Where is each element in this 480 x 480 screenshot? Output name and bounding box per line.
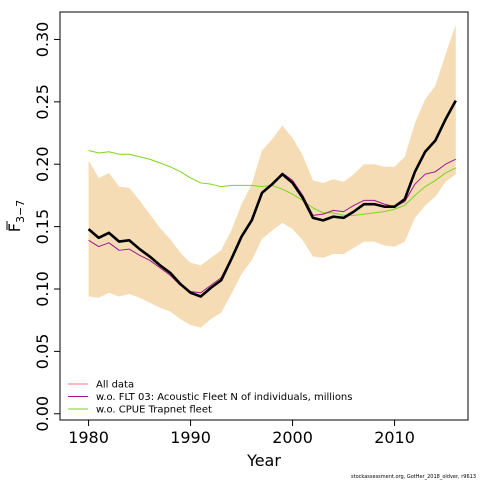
x-tick-label: 2010 (374, 428, 415, 447)
legend-label: w.o. CPUE Trapnet fleet (96, 405, 212, 416)
y-tick-label: 0.20 (33, 146, 52, 182)
legend-label: All data (96, 380, 134, 391)
credit-text: stockassessment.org, GotHer_2018_oldver,… (351, 474, 476, 480)
confidence-band (88, 24, 456, 328)
y-tick-label: 0.15 (33, 209, 52, 245)
y-tick-label: 0.10 (33, 271, 52, 307)
x-axis: 1980 1990 2000 2010 (68, 420, 415, 447)
series-line-all-data (87, 99, 457, 298)
y-tick-label: 0.00 (33, 396, 52, 432)
y-axis-label: F3−7 (5, 200, 27, 232)
y-axis: 0.00 0.05 0.10 0.15 0.20 0.25 0.30 (33, 22, 60, 432)
y-tick-label: 0.25 (33, 84, 52, 120)
series-layer (87, 99, 457, 298)
y-tick-label: 0.30 (33, 22, 52, 58)
plot-frame (59, 11, 469, 421)
x-tick-label: 1980 (68, 428, 109, 447)
y-axis-label-text: F3−7 (5, 200, 27, 232)
y-tick-label: 0.05 (33, 334, 52, 370)
y-axis-label-main: F (5, 223, 24, 232)
y-axis-label-sub: 3−7 (14, 200, 27, 223)
x-tick-label: 1990 (170, 428, 211, 447)
confidence-band-layer (88, 24, 456, 328)
x-tick-label: 2000 (272, 428, 313, 447)
x-axis-label: Year (246, 451, 281, 470)
legend-label: w.o. FLT 03: Acoustic Fleet N of individ… (96, 392, 352, 403)
